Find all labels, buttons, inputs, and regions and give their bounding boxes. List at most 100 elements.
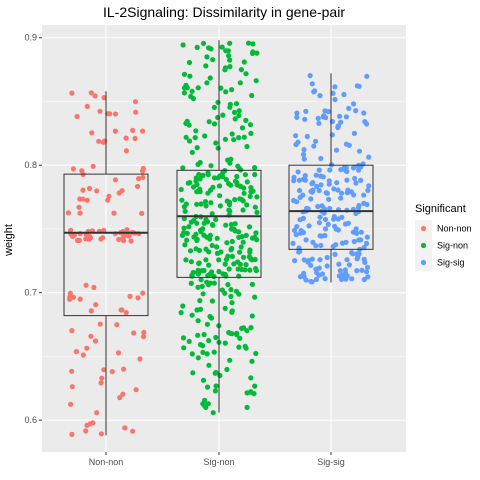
data-point bbox=[351, 130, 357, 136]
data-point bbox=[344, 257, 350, 263]
box-iqr bbox=[63, 173, 149, 317]
data-point bbox=[232, 221, 238, 227]
data-point bbox=[237, 80, 243, 86]
data-point bbox=[204, 80, 210, 86]
legend-swatch bbox=[420, 242, 427, 249]
data-point bbox=[244, 143, 250, 150]
data-point bbox=[249, 358, 255, 364]
data-point bbox=[314, 270, 320, 276]
data-point bbox=[133, 109, 139, 115]
data-point bbox=[236, 273, 242, 279]
data-point bbox=[80, 187, 86, 193]
data-point bbox=[343, 114, 349, 120]
data-point bbox=[252, 294, 258, 300]
data-point bbox=[204, 321, 210, 327]
x-tick-label: Non-non bbox=[89, 457, 124, 467]
data-point bbox=[326, 196, 332, 202]
data-point bbox=[67, 296, 73, 302]
data-point bbox=[224, 366, 230, 373]
data-point bbox=[203, 216, 209, 222]
data-point bbox=[69, 368, 75, 374]
data-point bbox=[349, 276, 355, 282]
data-point bbox=[238, 67, 244, 73]
data-point bbox=[229, 238, 235, 245]
data-point bbox=[310, 239, 316, 245]
data-point bbox=[350, 165, 357, 171]
data-point bbox=[119, 188, 125, 194]
data-point bbox=[358, 177, 364, 183]
data-point bbox=[337, 268, 343, 274]
data-point bbox=[226, 266, 232, 272]
data-point bbox=[248, 375, 254, 381]
data-point bbox=[123, 135, 129, 141]
legend-label: Sig-sig bbox=[437, 258, 465, 268]
data-point bbox=[208, 200, 214, 206]
data-point bbox=[109, 369, 115, 375]
data-point bbox=[180, 165, 186, 171]
data-point bbox=[337, 113, 343, 119]
data-point bbox=[318, 182, 324, 188]
data-point bbox=[356, 83, 362, 89]
data-point bbox=[232, 116, 238, 122]
data-point bbox=[228, 287, 234, 293]
data-point bbox=[116, 236, 122, 243]
data-point bbox=[200, 40, 207, 47]
data-point bbox=[254, 209, 260, 215]
data-point bbox=[309, 256, 315, 262]
data-point bbox=[353, 210, 359, 217]
data-point bbox=[301, 147, 307, 153]
data-point bbox=[222, 261, 228, 267]
data-point bbox=[195, 85, 201, 91]
data-point bbox=[308, 188, 314, 194]
data-point bbox=[218, 85, 224, 91]
data-point bbox=[209, 269, 215, 275]
data-point bbox=[196, 260, 202, 266]
data-point bbox=[180, 303, 186, 309]
data-point bbox=[201, 268, 207, 274]
data-point bbox=[341, 165, 347, 171]
data-point bbox=[186, 59, 193, 66]
data-point bbox=[300, 176, 307, 182]
data-point bbox=[70, 233, 76, 239]
data-point bbox=[193, 128, 199, 134]
data-point bbox=[244, 328, 250, 334]
data-point bbox=[137, 356, 143, 362]
data-point bbox=[252, 383, 258, 389]
data-point bbox=[240, 207, 246, 213]
data-point bbox=[202, 199, 209, 205]
data-point bbox=[140, 165, 146, 172]
data-point bbox=[101, 227, 107, 233]
data-point bbox=[302, 116, 308, 122]
data-point bbox=[112, 111, 119, 117]
data-point bbox=[353, 180, 359, 186]
data-point bbox=[250, 188, 256, 194]
data-point bbox=[213, 334, 219, 341]
data-point bbox=[203, 246, 209, 252]
data-point bbox=[361, 256, 367, 262]
data-point bbox=[315, 203, 321, 210]
data-point bbox=[192, 135, 198, 141]
data-point bbox=[308, 196, 314, 202]
data-point bbox=[211, 175, 218, 181]
data-point bbox=[300, 215, 306, 221]
data-point bbox=[211, 121, 218, 127]
data-point bbox=[231, 137, 237, 143]
data-point bbox=[247, 122, 254, 128]
data-point bbox=[222, 305, 228, 311]
data-point bbox=[183, 82, 189, 88]
data-point bbox=[239, 234, 245, 240]
data-point bbox=[194, 307, 200, 313]
data-point bbox=[236, 291, 242, 297]
data-point bbox=[248, 389, 254, 395]
data-point bbox=[366, 154, 372, 160]
data-point bbox=[90, 163, 96, 169]
data-point bbox=[182, 208, 188, 214]
data-point bbox=[223, 48, 229, 54]
data-point bbox=[183, 257, 189, 263]
data-point bbox=[84, 422, 90, 428]
data-point bbox=[203, 257, 209, 263]
data-point bbox=[186, 138, 193, 144]
data-point bbox=[291, 227, 298, 233]
data-point bbox=[241, 59, 247, 65]
data-point bbox=[346, 142, 352, 148]
